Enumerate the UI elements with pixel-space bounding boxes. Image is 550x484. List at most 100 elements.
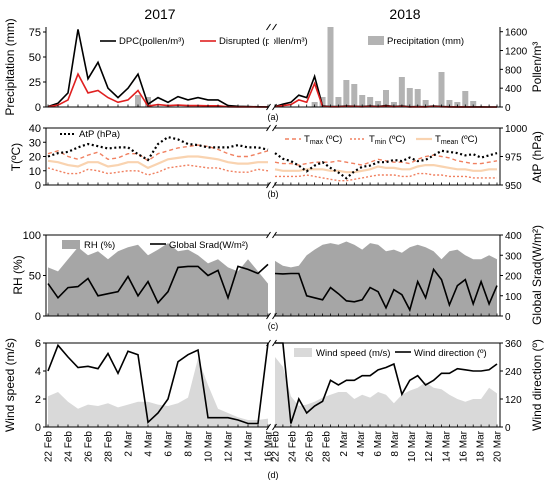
precip-bar — [438, 72, 445, 107]
legend-tmin-unit: (ºC) — [386, 134, 405, 145]
left-y-tick-label: 50 — [29, 52, 41, 64]
right-y-tick-label: 800 — [505, 65, 522, 76]
break-mark — [272, 339, 277, 347]
legend-disrupted-label: Disrupted (pollen/m³) — [219, 36, 308, 47]
panel-b-ticks: 0 10 20 30 40 950 975 1000 — [29, 123, 528, 192]
right-y-tick-label: 400 — [505, 84, 522, 95]
legend-wd-label: Wind direction (º) — [414, 348, 487, 359]
precip-bar — [375, 101, 382, 107]
tmean-line-2017 — [47, 155, 268, 170]
break-mark — [272, 312, 277, 320]
break-mark — [272, 181, 277, 189]
srad-line-2017 — [47, 263, 269, 305]
wind-direction-lines — [47, 342, 498, 425]
legend-ws-swatch — [294, 348, 312, 357]
precip-bar — [462, 91, 469, 107]
panel-c: 0 50 100 0 100 200 300 400 RH (%) Global Srad(W… — [11, 225, 544, 331]
right-y-tick-label: 0 — [505, 312, 511, 323]
x-tick-label: 8 Mar — [184, 430, 195, 456]
right-y-tick-label: 100 — [505, 292, 522, 303]
break-gap — [269, 232, 274, 319]
panel-d-ticks: 0 2 4 6 0 120 240 360 — [35, 338, 522, 434]
legend-tmax-unit: (ºC) — [323, 134, 342, 145]
left-y-tick-label: 20 — [29, 152, 41, 164]
precip-bar — [335, 97, 342, 107]
rh-area-2018 — [275, 241, 497, 316]
x-tick-label: 24 Feb — [288, 431, 299, 463]
year-title-2018: 2018 — [389, 6, 420, 22]
right-y-tick-label: 1600 — [505, 28, 528, 39]
break-mark — [272, 423, 277, 431]
left-y-tick-label: 0 — [35, 102, 41, 114]
precip-bars-2017 — [135, 95, 151, 107]
legend-rh-label: RH (%) — [84, 240, 115, 251]
break-mark — [266, 181, 271, 189]
break-mark — [266, 23, 271, 31]
precip-bar — [319, 97, 326, 107]
x-tick-label: 10 Mar — [407, 430, 418, 462]
right-y-tick-label: 975 — [505, 153, 522, 164]
left-y-tick-label: 25 — [29, 77, 41, 89]
tmean-line-2018 — [274, 164, 497, 174]
precip-bar — [398, 77, 405, 107]
precip-bar — [470, 101, 477, 107]
left-y-tick-label: 0 — [35, 422, 41, 434]
axis-breaks — [266, 23, 277, 431]
right-y-tick-label: 0 — [505, 423, 511, 434]
right-y-tick-label: 360 — [505, 339, 522, 350]
precip-bar — [343, 80, 350, 107]
left-y-tick-label: 2 — [35, 394, 41, 406]
x-tick-label: 2 Mar — [339, 430, 350, 456]
x-tick-label: 12 Mar — [424, 430, 435, 462]
legend-rh-swatch — [62, 240, 80, 249]
x-tick-label: 18 Mar — [0, 0, 1, 3]
tmax-line-2018 — [274, 154, 498, 166]
x-tick-label: 26 Feb — [84, 431, 95, 463]
panel-a: 0 25 50 75 0 400 800 1200 1600 DPC(pollen/m³) Di… — [3, 18, 544, 122]
precip-bar — [351, 84, 358, 107]
break-gap — [269, 340, 274, 430]
x-tick-label: 22 Feb — [44, 431, 55, 463]
wd-line-2018 — [275, 342, 498, 424]
right-y-tick-label: 300 — [505, 251, 522, 262]
panel-c-ticks: 0 50 100 0 100 200 300 400 — [23, 230, 522, 323]
panel-a-label: (a) — [268, 112, 279, 122]
left-y-tick-label: 75 — [29, 27, 41, 39]
tmax-line-2017 — [47, 144, 269, 162]
rh-area-2017 — [48, 243, 268, 316]
left-y-tick-label: 50 — [29, 271, 41, 283]
tmin-line-2018 — [275, 172, 497, 182]
legend-srad-label: Global Srad(W/m²) — [169, 240, 248, 251]
precip-bar — [446, 100, 453, 107]
right-y-tick-label: 1200 — [505, 47, 528, 58]
left-y-tick-label: 6 — [35, 338, 41, 350]
panel-b-label: (b) — [268, 189, 279, 199]
wind-speed-area — [48, 357, 497, 427]
panel-d-ylabel-right: Wind direction (º) — [530, 339, 544, 431]
x-tick-label: 14 Mar — [441, 430, 452, 462]
panel-c-label: (c) — [268, 321, 279, 331]
left-y-tick-label: 4 — [35, 366, 41, 378]
right-y-tick-label: 240 — [505, 367, 522, 378]
legend-precip-swatch — [368, 36, 384, 45]
panel-d-x-tick-labels: 22 Feb 24 Feb 26 Feb 28 Feb 2 Mar 4 Mar 6 Mar 8… — [0, 0, 504, 462]
x-tick-label: 20 Mar — [493, 430, 504, 462]
precip-bar — [383, 90, 389, 107]
panel-c-ylabel-right: Global Srad(W/m²) — [530, 225, 544, 325]
precip-bar — [359, 95, 366, 107]
srad-lines — [47, 263, 498, 313]
year-title-2017: 2017 — [144, 6, 175, 22]
x-tick-label: 18 Mar — [475, 430, 486, 462]
legend-precip-label: Precipitation (mm) — [387, 36, 464, 47]
x-tick-label: 16 Mar — [264, 430, 275, 462]
srad-line-2018 — [274, 267, 498, 313]
right-y-tick-label: 200 — [505, 272, 522, 283]
precip-bar — [135, 95, 141, 107]
legend-tmean-sub: mean — [441, 139, 459, 146]
break-mark — [266, 339, 271, 347]
break-mark — [272, 23, 277, 31]
left-y-tick-label: 0 — [35, 180, 41, 192]
precip-bar — [422, 100, 429, 107]
